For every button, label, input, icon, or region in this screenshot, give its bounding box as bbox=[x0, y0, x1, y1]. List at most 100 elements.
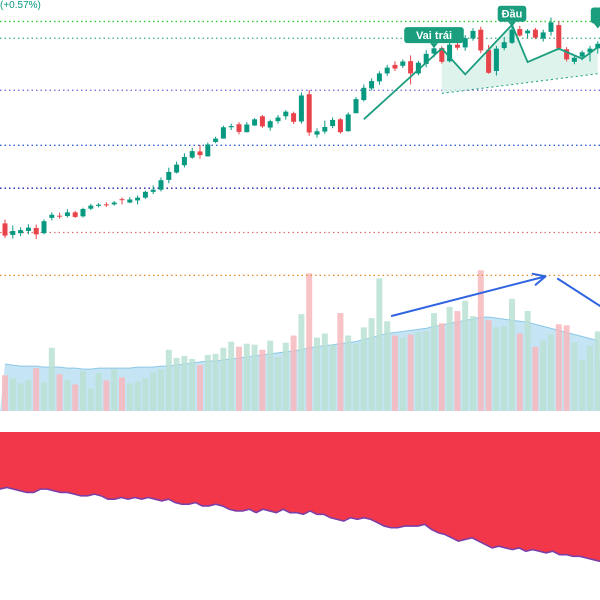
candle-body bbox=[392, 64, 398, 69]
pattern-label bbox=[590, 7, 600, 29]
volume-bar bbox=[150, 372, 157, 411]
volume-trend-arrows bbox=[390, 272, 600, 318]
volume-bar bbox=[298, 314, 305, 411]
volume-bar bbox=[165, 349, 172, 411]
candle-body bbox=[478, 29, 484, 51]
candle-body bbox=[431, 48, 437, 54]
candle-body bbox=[291, 113, 297, 122]
volume-bar bbox=[204, 354, 211, 411]
price-levels bbox=[0, 20, 600, 277]
candle-body bbox=[142, 191, 148, 198]
trend-arrow bbox=[390, 275, 546, 318]
candle-body bbox=[353, 99, 359, 114]
candle-body bbox=[564, 49, 570, 60]
volume-bar bbox=[33, 368, 40, 411]
candle-body bbox=[345, 114, 351, 132]
volume-bar bbox=[158, 369, 164, 411]
volume-bar bbox=[259, 349, 266, 411]
candle-body bbox=[181, 156, 187, 166]
candle-body bbox=[25, 227, 31, 232]
volume-bar bbox=[462, 300, 469, 411]
pattern-label-pointer bbox=[508, 21, 516, 27]
candle-body bbox=[33, 227, 39, 235]
pattern-label-pointer bbox=[430, 43, 438, 49]
trend-arrow bbox=[556, 277, 600, 308]
volume-bar bbox=[220, 347, 227, 411]
candle-body bbox=[369, 81, 375, 89]
candle-body bbox=[64, 212, 70, 217]
volume-bar bbox=[134, 381, 141, 411]
candle-body bbox=[57, 215, 63, 217]
candle-body bbox=[322, 126, 328, 132]
candle-body bbox=[384, 67, 390, 74]
candle-body bbox=[127, 199, 133, 203]
candle-body bbox=[10, 231, 16, 235]
volume-bar bbox=[111, 369, 118, 411]
volume-bar bbox=[516, 333, 523, 411]
volume-bar bbox=[314, 337, 320, 411]
volume-bar bbox=[48, 347, 55, 411]
candle-body bbox=[415, 62, 421, 74]
candle-body bbox=[361, 87, 367, 101]
candle-body bbox=[259, 116, 265, 127]
candle-body bbox=[236, 124, 242, 132]
volume-bar bbox=[212, 353, 219, 411]
volume-bar bbox=[2, 375, 8, 411]
volume-bar bbox=[126, 383, 133, 411]
volume-bar bbox=[282, 342, 289, 411]
candle-body bbox=[337, 119, 343, 133]
candle-body bbox=[587, 48, 593, 53]
pattern-label-text: Vai trái bbox=[416, 30, 452, 42]
volume-bar bbox=[142, 378, 149, 411]
candlestick-series bbox=[2, 17, 600, 239]
candle-body bbox=[2, 223, 8, 236]
volume-bar bbox=[384, 321, 391, 411]
candle-body bbox=[119, 199, 125, 201]
candle-body bbox=[556, 25, 562, 49]
candle-body bbox=[408, 61, 414, 74]
volume-bar bbox=[353, 343, 359, 411]
candle-body bbox=[525, 30, 531, 34]
volume-bar bbox=[41, 382, 47, 411]
candle-body bbox=[595, 43, 600, 49]
candle-body bbox=[244, 124, 250, 133]
volume-bar bbox=[431, 313, 437, 411]
candle-body bbox=[252, 119, 258, 126]
volume-bar bbox=[438, 323, 445, 411]
volume-bar bbox=[423, 331, 430, 411]
volume-bar bbox=[509, 298, 515, 411]
candle-body bbox=[275, 117, 281, 122]
volume-bar bbox=[80, 371, 86, 411]
candle-body bbox=[548, 22, 554, 32]
pattern-area bbox=[441, 24, 598, 94]
pattern-label-text: Đầu bbox=[502, 9, 523, 21]
candle-body bbox=[228, 126, 234, 128]
candle-body bbox=[135, 197, 141, 201]
candle-body bbox=[470, 30, 476, 39]
candle-body bbox=[439, 48, 445, 62]
candle-body bbox=[49, 214, 55, 218]
volume-bar bbox=[337, 313, 344, 411]
candle-body bbox=[189, 151, 195, 158]
candle-body bbox=[454, 44, 460, 48]
volume-bar bbox=[197, 365, 203, 411]
volume-bar bbox=[56, 374, 63, 411]
volume-panel bbox=[0, 270, 600, 411]
volume-bar bbox=[329, 344, 336, 411]
candle-body bbox=[579, 52, 585, 57]
candle-body bbox=[166, 171, 172, 180]
volume-bar bbox=[454, 311, 461, 411]
candle-body bbox=[501, 42, 507, 49]
volume-bar bbox=[360, 327, 367, 411]
candle-body bbox=[486, 49, 492, 73]
candle-body bbox=[213, 138, 219, 142]
candle-body bbox=[80, 208, 86, 217]
volume-bar bbox=[524, 311, 531, 411]
volume-bar bbox=[119, 377, 125, 411]
volume-bar bbox=[594, 331, 600, 411]
candle-body bbox=[447, 44, 453, 62]
volume-bar bbox=[321, 333, 328, 411]
candle-body bbox=[400, 61, 406, 66]
volume-bar bbox=[267, 340, 274, 411]
indicator-area bbox=[0, 432, 600, 562]
